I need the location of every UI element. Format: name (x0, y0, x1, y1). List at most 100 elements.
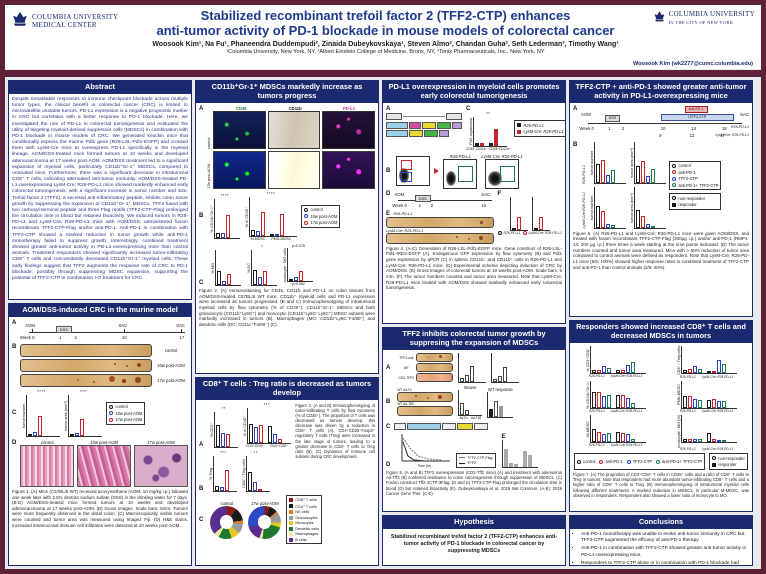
adtff2-tumor-chart (458, 389, 483, 416)
section-figure2: CD11b⁺Gr-1⁺ MDSCs markedly increase as t… (195, 80, 379, 374)
cd4-cd8-chart: *** % of CD45⁺ CD3⁺CD4⁺ CD3⁺CD8⁺ (242, 402, 292, 448)
conclusion-item: Responders to TFF2-CTP alone or in combi… (581, 561, 749, 565)
panel-label-b: B (12, 343, 17, 350)
section-conclusions: Conclusions Anti-PD-1 monotherapy was un… (569, 515, 753, 566)
section-figure6: TFF2-CTP + anti-PD-1 showed greater anti… (569, 80, 753, 317)
abstract-title: Abstract (9, 81, 191, 94)
gross-image-row: control (20, 343, 188, 357)
panel-label-a: A (573, 105, 578, 112)
he-stain-control (20, 444, 75, 487)
if-image-cd45-17w (213, 150, 266, 189)
mo-chart: % MO (211, 250, 242, 287)
section-hypothesis: Hypothesis Stabilized recombinant trefoi… (382, 515, 566, 566)
pk-line-chart (401, 433, 451, 462)
he-stain-10w (77, 444, 132, 487)
colon-image-17w (20, 373, 152, 387)
figure7-responder-legend: non-responder responder (709, 453, 748, 470)
mdsc-chart: **** % CD11b⁺Gr-1⁺ (209, 193, 241, 239)
figure2-caption: Figure 2. (A) Immunostaining for CD45, C… (199, 288, 375, 327)
figure3-title: CD8⁺ T cells : Treg ratio is decreased a… (196, 378, 378, 400)
panel-label-e: E (501, 433, 506, 440)
logo-right-line1: Columbia University (668, 10, 755, 19)
panel-label-c: C (199, 280, 204, 287)
cd8-treg-ratio-chart: ** CD8⁺ / Treg cells (241, 450, 271, 492)
column-4: TFF2-CTP + anti-PD-1 showed greater anti… (569, 80, 753, 566)
cd8-treg-chart: CD8⁺ / Treg cells R26-PD-L1 LysM-Cre; R26… (664, 345, 749, 379)
panel-label-b: B (386, 399, 391, 406)
columbia-university-logo: Columbia University In the City of New Y… (653, 10, 755, 28)
mdsc-total-chart: % CD11b⁺Gr-1⁺ R26-PD-L1 LysM-Cre; R26-PD-… (573, 380, 658, 413)
column-2: CD11b⁺Gr-1⁺ MDSCs markedly increase as t… (195, 80, 379, 566)
treatment-legend: control anti-PD-1 TFF2-CTP anti-PD-1+ TF… (669, 160, 722, 191)
panel-label-e: E (386, 210, 391, 217)
section-abstract: Abstract Despite remarkable responses to… (8, 80, 192, 300)
panel-label-c: C (386, 423, 391, 430)
logo-left-line2: Medical Center (32, 20, 97, 29)
colon-image-lysm (386, 232, 494, 244)
gross-image-row: 17w post-AOM (20, 373, 188, 387)
figure4-caption: Figure 4. (A-C) Generation of R26-LSL-Pd… (386, 245, 562, 291)
colon-image-10w (20, 358, 152, 372)
17w-swatch (109, 417, 114, 422)
header-divider (5, 70, 761, 77)
figure6-caption: Figure 6. (A) R26-PD-L1 and LysM-Cre; R2… (573, 230, 749, 270)
monocyte-mo-chart: p=0.078 monocyte : MO cells p=0.062 (283, 244, 314, 286)
ihc-image-cd11b-17w (267, 150, 321, 189)
panel-label-a: A (12, 319, 17, 326)
panel-label-b: B (199, 485, 204, 492)
figure4-legend: R26-PD-L1 LysM-Cre; R26-PD-L1 (514, 120, 565, 137)
mdsc-subsets-chart: **** % of CD45⁺ M-MDSC PMN-MDSC (244, 191, 298, 241)
f-tumor-number-chart (509, 196, 528, 231)
colon-image-control (20, 343, 152, 357)
tff2-ctp-construct (394, 423, 562, 431)
hypothesis-text: Stabilized recombinant trefoil factor 2 … (390, 533, 558, 555)
section-figure5: TFF2 inhibits colorectal tumor growth by… (382, 327, 566, 512)
figure2-title: CD11b⁺Gr-1⁺ MDSCs markedly increase as t… (196, 81, 378, 103)
panel-label-a: A (199, 105, 204, 112)
panel-label-a: A (386, 364, 391, 371)
poster-title-line1: Stabilized recombinant trefoil factor 2 … (200, 8, 571, 23)
columbia-crown-icon (11, 10, 29, 33)
poster-body: Abstract Despite remarkable responses to… (5, 77, 761, 569)
if-image-pdl1-control (322, 110, 375, 149)
monocyte-mo-ratio-chart: monocyte : MO (%) R26-PD-L1 LysM-Cre; R26… (664, 414, 749, 451)
pk-legend: TFF2-CTP-Flag TFF2 (456, 453, 496, 468)
conclusions-list: Anti-PD-1 monotherapy was unable to evok… (573, 532, 749, 565)
figure5-title: TFF2 inhibits colorectal tumor growth by… (383, 328, 565, 350)
gene-construct-row3 (386, 130, 462, 138)
conclusion-item: Anti-PD-1 monotherapy was unable to evok… (581, 532, 749, 544)
columbia-medical-center-logo: Columbia University Medical Center (11, 10, 118, 33)
figure6-timeline: anti-PD-1 AOM DSS rTFF2-CTP SAC Week 0 1… (579, 105, 749, 138)
conclusions-title: Conclusions (570, 516, 752, 529)
qpcr-chart: C ** Pdl1 expression CD45⁻CD11b⁻ CD45⁺CD1… (466, 105, 511, 151)
panel-label-b: B (573, 141, 578, 148)
panel-label-a: A (199, 441, 204, 448)
contact-email: Woosook Kim (wk2277@cumc.columbia.edu) (632, 61, 753, 67)
section-figure4: PD-L1 overexpression in myeloid cells pr… (382, 80, 566, 324)
lysm-tumor-area-chart (634, 186, 667, 229)
panel-label-c: C (466, 105, 471, 112)
pmn-mdsc-chart: PMN-MDSC R26-PD-L1 LysM-Cre; R26-PD-L1 (664, 380, 749, 413)
tumor-number-chart: **** tumor number (22, 389, 61, 437)
gene-construct-row1 (386, 113, 462, 121)
tumor-area-chart: *** tumor area (mm²) (64, 389, 103, 437)
r26-tumor-number-chart (594, 141, 627, 184)
panel-label-d: D (386, 190, 391, 197)
bioactivity-chart (501, 439, 538, 468)
panel-label-d: D (12, 439, 17, 446)
figure1-timeline: AOM DSS SAC SAC Week 0 1 2 10 17 (20, 322, 185, 340)
treg-chart: *** % Treg (209, 450, 238, 492)
r26-tumor-area-chart (634, 141, 667, 184)
panel-label-d: D (386, 461, 391, 468)
timeline-sac2: SAC (176, 322, 185, 328)
section-figure1: AOM/DSS-induced CRC in the murine model … (8, 303, 192, 566)
authors: Woosook Kim¹, Na Fu¹, Phaneendra Duddemp… (152, 40, 619, 48)
figure1-title: AOM/DSS-induced CRC in the murine model (9, 304, 191, 317)
hypothesis-title: Hypothesis (383, 516, 565, 529)
logo-right-line2: In the City of New York (668, 20, 734, 25)
colon-image-r26 (386, 216, 494, 228)
flow-plot-lysm (485, 158, 520, 189)
timeline-sac1: SAC (118, 322, 128, 328)
panel-label-a: A (386, 105, 391, 112)
